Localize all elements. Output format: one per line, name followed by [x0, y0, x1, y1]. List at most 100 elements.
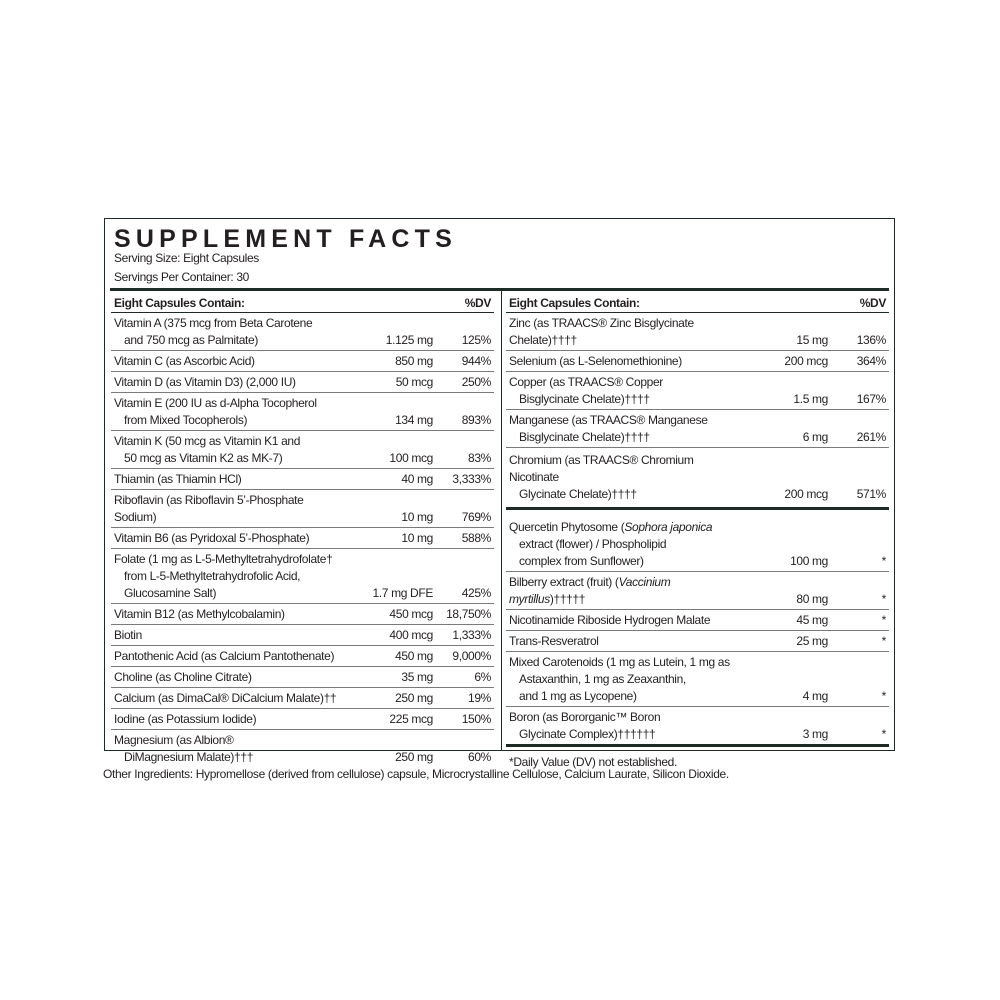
nutrient-name-line: extract (flower) / Phospholipid — [509, 536, 733, 553]
nutrient-dv: 136% — [856, 332, 887, 347]
nutrient-dv: 588% — [461, 530, 492, 545]
nutrient-name-line: Manganese (as TRAACS® Manganese — [509, 412, 733, 429]
nutrient-dv: 6% — [474, 669, 491, 684]
nutrient-dv: 364% — [856, 353, 887, 368]
name-segment: complex from Sunflower) — [519, 553, 644, 568]
name-segment: Pantothenic Acid (as Calcium Pantothenat… — [114, 648, 335, 663]
left-column: Eight Capsules Contain: %DV Vitamin A (3… — [111, 293, 494, 767]
right-header-label: Eight Capsules Contain: — [509, 296, 640, 310]
nutrient-name-line: Vitamin C (as Ascorbic Acid) — [114, 353, 338, 370]
nutrient-row: Vitamin K (50 mcg as Vitamin K1 and 50 mc… — [111, 431, 494, 469]
nutrient-dv: 3,333% — [452, 471, 491, 486]
nutrient-name: Copper (as TRAACS® Copper Bisglycinate Ch… — [506, 374, 733, 408]
nutrient-name-line: Biotin — [114, 627, 338, 644]
nutrient-row: Iodine (as Potassium Iodide) 225 mcg 150% — [111, 709, 494, 730]
nutrient-name-line: Astaxanthin, 1 mg as Zeaxanthin, — [509, 671, 733, 688]
name-segment: Choline (as Choline Citrate) — [114, 669, 252, 684]
name-segment: Nicotinamide Riboside Hydrogen Malate — [509, 612, 711, 627]
name-segment: DiMagnesium Malate)††† — [124, 749, 254, 764]
nutrient-dv: 167% — [856, 391, 887, 406]
nutrient-dv: 83% — [468, 450, 491, 465]
nutrient-name-line: Vitamin B6 (as Pyridoxal 5’-Phosphate) — [114, 530, 338, 547]
nutrient-name-line: Trans-Resveratrol — [509, 633, 733, 650]
nutrient-dv: 571% — [856, 487, 887, 501]
nutrient-row: Mixed Carotenoids (1 mg as Lutein, 1 mg … — [506, 652, 889, 707]
nutrient-name: Mixed Carotenoids (1 mg as Lutein, 1 mg … — [506, 654, 733, 705]
name-segment: Sophora japonica — [624, 519, 713, 534]
name-segment: Calcium (as DimaCal® DiCalcium Malate)†† — [114, 690, 337, 705]
nutrient-row: Bilberry extract (fruit) (Vaccinium myrt… — [506, 572, 889, 610]
nutrient-name-line: DiMagnesium Malate)††† — [114, 749, 338, 766]
nutrient-name-line: complex from Sunflower) — [509, 553, 733, 570]
other-ingredients: Other Ingredients: Hypromellose (derived… — [103, 767, 729, 781]
nutrient-amount: 450 mg — [395, 648, 433, 663]
nutrient-row: Copper (as TRAACS® Copper Bisglycinate Ch… — [506, 372, 889, 410]
name-segment: Quercetin Phytosome ( — [509, 519, 625, 534]
nutrient-row: Choline (as Choline Citrate) 35 mg 6% — [111, 667, 494, 688]
nutrient-name: Vitamin E (200 IU as d-Alpha Tocopherol f… — [111, 395, 338, 429]
right-header: Eight Capsules Contain: %DV — [506, 293, 889, 313]
nutrient-row: Calcium (as DimaCal® DiCalcium Malate)††… — [111, 688, 494, 709]
nutrient-name: Choline (as Choline Citrate) — [111, 669, 338, 686]
nutrient-amount: 134 mg — [395, 412, 433, 427]
nutrient-name-line: and 1 mg as Lycopene) — [509, 688, 733, 705]
left-header: Eight Capsules Contain: %DV — [111, 293, 494, 313]
header-rule — [110, 288, 889, 291]
name-segment: Glucosamine Salt) — [124, 585, 217, 600]
nutrient-name-line: Bilberry extract (fruit) (Vaccinium myrt… — [509, 574, 733, 608]
nutrient-name-line: Mixed Carotenoids (1 mg as Lutein, 1 mg … — [509, 654, 733, 671]
name-segment: Biotin — [114, 627, 142, 642]
nutrient-name-line: Bisglycinate Chelate)†††† — [509, 391, 733, 408]
dv-footnote: *Daily Value (DV) not established. — [509, 755, 677, 769]
right-column: Eight Capsules Contain: %DV Zinc (as TRA… — [506, 293, 889, 769]
nutrient-amount: 200 mcg — [784, 487, 828, 501]
name-segment: and 750 mcg as Palmitate) — [124, 332, 258, 347]
nutrient-dv: 19% — [468, 690, 491, 705]
nutrient-amount: 100 mcg — [389, 450, 433, 465]
left-header-dv: %DV — [464, 296, 492, 310]
name-segment: and 1 mg as Lycopene) — [519, 688, 637, 703]
nutrient-dv: 18,750% — [446, 606, 491, 621]
nutrient-amount: 80 mg — [796, 591, 828, 606]
name-segment: Glycinate Chelate)†††† — [519, 487, 637, 501]
nutrient-name-line: Chromium (as TRAACS® Chromium Nicotinate — [509, 452, 733, 486]
nutrient-row: Nicotinamide Riboside Hydrogen Malate 45 … — [506, 610, 889, 631]
column-divider — [501, 291, 502, 750]
nutrient-name: Zinc (as TRAACS® Zinc Bisglycinate Chela… — [506, 315, 733, 349]
nutrient-name: Quercetin Phytosome (Sophora japonica ext… — [506, 519, 733, 570]
nutrient-row: Trans-Resveratrol 25 mg * — [506, 631, 889, 652]
nutrient-name-line: from L-5-Methyltetrahydrofolic Acid, — [114, 568, 338, 585]
name-segment: Bisglycinate Chelate)†††† — [519, 429, 650, 444]
nutrient-amount: 250 mg — [395, 690, 433, 705]
nutrient-amount: 35 mg — [401, 669, 433, 684]
nutrient-name-line: from Mixed Tocopherols) — [114, 412, 338, 429]
servings-per-container: Servings Per Container: 30 — [114, 270, 249, 284]
nutrient-row: Thiamin (as Thiamin HCl) 40 mg 3,333% — [111, 469, 494, 490]
nutrient-row: Chromium (as TRAACS® Chromium Nicotinate… — [506, 448, 889, 510]
nutrient-dv: * — [881, 591, 887, 606]
name-segment: from Mixed Tocopherols) — [124, 412, 248, 427]
nutrient-dv: 425% — [461, 585, 492, 600]
nutrient-name-line: Vitamin B12 (as Methylcobalamin) — [114, 606, 338, 623]
panel-title: SUPPLEMENT FACTS — [114, 225, 457, 253]
nutrient-name-line: Copper (as TRAACS® Copper — [509, 374, 733, 391]
nutrient-amount: 850 mg — [395, 353, 433, 368]
nutrient-amount: 200 mcg — [784, 353, 828, 368]
name-segment: Glycinate Complex)†††††† — [519, 726, 656, 741]
nutrient-row: Folate (1 mg as L-5-Methyltetrahydrofola… — [111, 549, 494, 604]
nutrient-name-line: Calcium (as DimaCal® DiCalcium Malate)†† — [114, 690, 338, 707]
name-segment: Copper (as TRAACS® Copper — [509, 374, 663, 389]
nutrient-row: Selenium (as L-Selenomethionine) 200 mcg 3… — [506, 351, 889, 372]
left-rows: Vitamin A (375 mcg from Beta Carotene and… — [111, 313, 494, 767]
nutrient-dv: * — [881, 553, 887, 568]
supplement-facts-panel: SUPPLEMENT FACTS Serving Size: Eight Cap… — [104, 218, 895, 769]
name-segment: Manganese (as TRAACS® Manganese — [509, 412, 708, 427]
nutrient-name: Riboflavin (as Riboflavin 5’-Phosphate S… — [111, 492, 338, 526]
nutrient-amount: 45 mg — [796, 612, 828, 627]
name-segment: Vitamin A (375 mcg from Beta Carotene — [114, 315, 313, 330]
nutrient-name: Iodine (as Potassium Iodide) — [111, 711, 338, 728]
nutrient-dv: 9,000% — [452, 648, 491, 663]
name-segment: Vaccinium myrtillus — [509, 574, 671, 606]
nutrient-name: Vitamin B12 (as Methylcobalamin) — [111, 606, 338, 623]
nutrient-row: Riboflavin (as Riboflavin 5’-Phosphate S… — [111, 490, 494, 528]
